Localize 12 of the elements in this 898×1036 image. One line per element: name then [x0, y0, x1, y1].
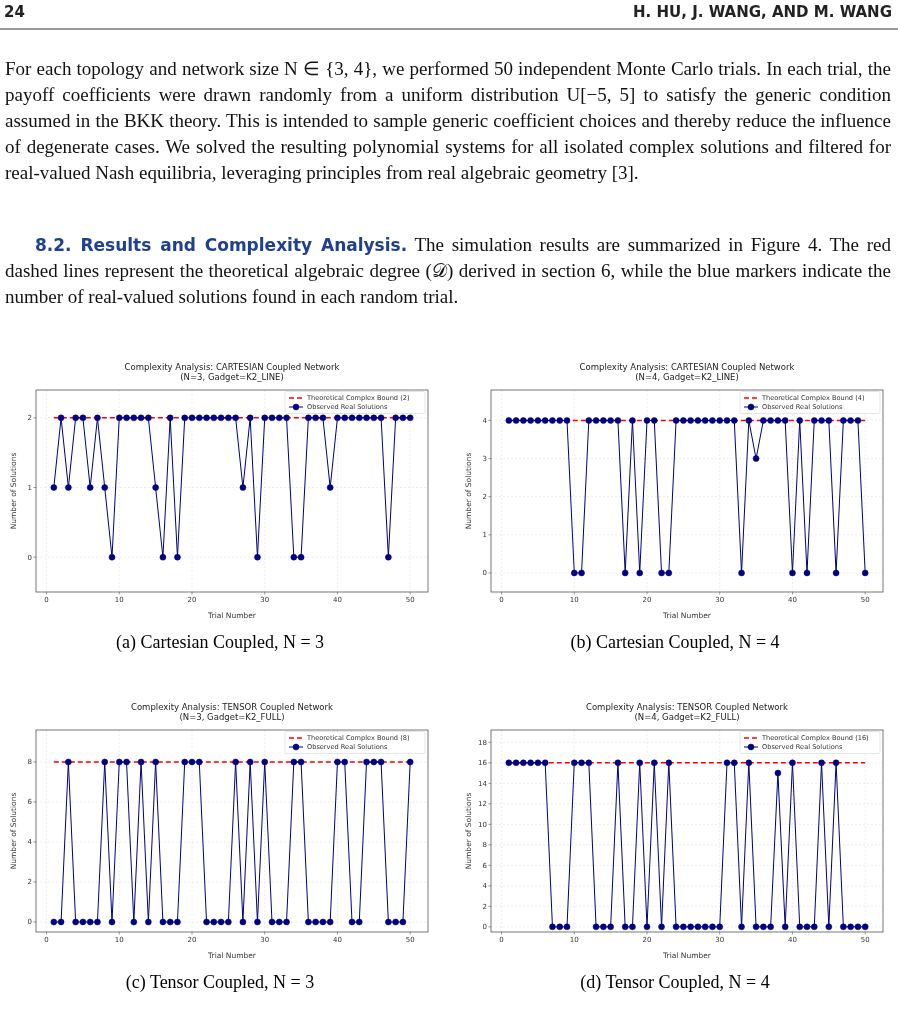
text: 8.2. Results and Complexity Analysis.	[35, 235, 408, 255]
text: H. HU, J. WANG, AND M. WANG	[633, 3, 892, 21]
text: For each topology and network size N ∈ {3, 4}, we performed 50 independent Monte Carlo trials. In each trial, the payoff coefficients were drawn randomly from a uniform distribution U[−5, 5] to satisfy the generic condition assumed in the BKK theory. This is intended to sample generic coefficient choices and thereby reduce the influence of degenerate cases. We solved the resulting polynomial systems for all isolated complex solutions and filtered for real-valued Nash equilibria, leveraging principles from real algebraic geometry [3].	[5, 57, 891, 185]
chart-title: Complexity Analysis: CARTESIAN Coupled Network (N=4, Gadget=K2_LINE)	[579, 362, 795, 382]
chart-title: Complexity Analysis: TENSOR Coupled Network (N=4, Gadget=K2_FULL)	[585, 702, 789, 722]
text: (d) Tensor Coupled, N = 4	[579, 972, 771, 993]
text: (a) Cartesian Coupled, N = 3	[114, 632, 326, 653]
text: 24	[4, 3, 25, 21]
chart-title: Complexity Analysis: TENSOR Coupled Network (N=3, Gadget=K2_FULL)	[130, 702, 334, 722]
chart-title: Complexity Analysis: CARTESIAN Coupled Network (N=3, Gadget=K2_LINE)	[124, 362, 340, 382]
text: (c) Tensor Coupled, N = 3	[124, 972, 316, 993]
text: (b) Cartesian Coupled, N = 4	[569, 632, 781, 653]
